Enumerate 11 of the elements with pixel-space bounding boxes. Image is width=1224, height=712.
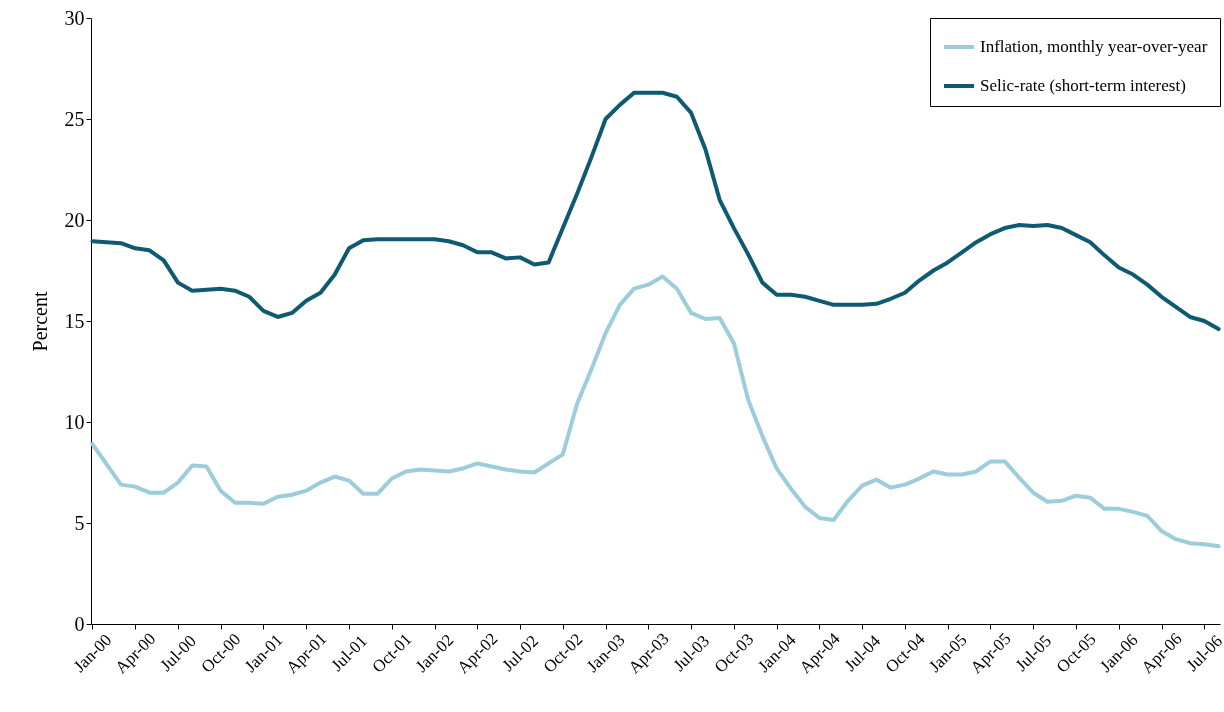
line-series <box>90 274 1221 549</box>
legend-label: Selic-rate (short-term interest) <box>980 76 1186 95</box>
y-tick-label: 0 <box>74 612 85 635</box>
y-tick-label: 25 <box>64 107 85 130</box>
y-tick-label: 10 <box>64 410 85 433</box>
y-tick-label: 20 <box>64 208 85 231</box>
y-axis-title: Percent <box>28 291 51 352</box>
y-tick-label: 5 <box>74 511 85 534</box>
y-tick-label: 30 <box>64 6 85 29</box>
y-tick-label: 15 <box>64 309 85 332</box>
legend-label: Inflation, monthly year-over-year <box>980 37 1208 56</box>
